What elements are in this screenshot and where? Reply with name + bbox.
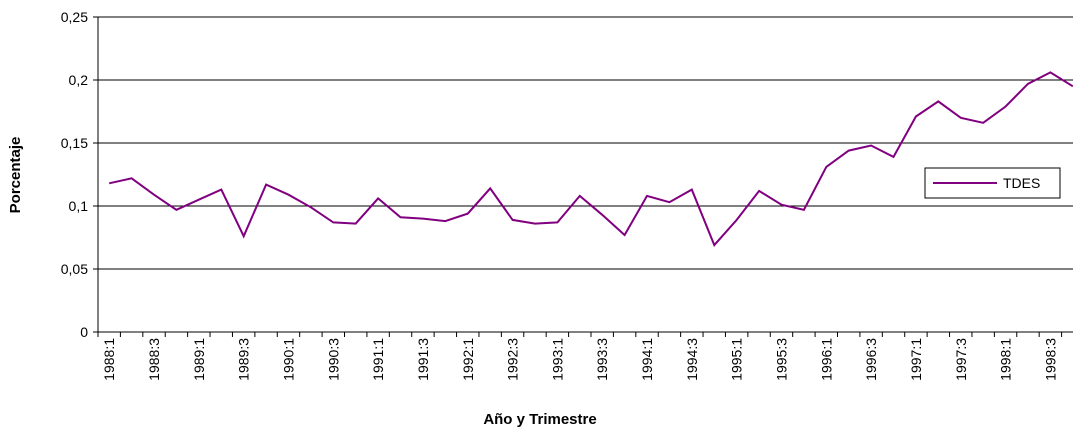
x-tick-label: 1991:1 [370,338,386,381]
legend-label: TDES [1003,175,1040,191]
x-tick-label: 1988:1 [101,338,117,381]
x-tick-label: 1995:3 [773,338,789,381]
x-tick-label: 1993:1 [549,338,565,381]
x-tick-label: 1993:3 [594,338,610,381]
y-tick-label: 0,2 [69,72,89,88]
plot-area [97,16,1073,333]
x-tick-label: 1998:3 [1042,338,1058,381]
y-axis-label: Porcentaje [7,137,24,214]
x-tick-label: 1997:3 [953,338,969,381]
x-tick-label: 1992:3 [505,338,521,381]
y-tick-label: 0 [80,324,88,340]
x-tick-label: 1998:1 [998,338,1014,381]
x-tick-label: 1991:3 [415,338,431,381]
x-tick-label: 1989:3 [236,338,252,381]
x-tick-label: 1990:1 [280,338,296,381]
x-tick-label: 1996:1 [818,338,834,381]
x-axis-label: Año y Trimestre [483,411,596,428]
y-tick-label: 0,25 [61,9,88,25]
x-tick-label: 1994:1 [639,338,655,381]
y-tick-label: 0,15 [61,135,88,151]
x-tick-label: 1997:1 [908,338,924,381]
x-tick-label: 1994:3 [684,338,700,381]
x-tick-label: 1996:3 [863,338,879,381]
y-tick-label: 0,1 [69,198,89,214]
x-tick-label: 1989:1 [191,338,207,381]
y-tick-label: 0,05 [61,261,88,277]
x-tick-label: 1990:3 [325,338,341,381]
x-tick-label: 1988:3 [146,338,162,381]
x-tick-label: 1995:1 [729,338,745,381]
data-line [108,71,1073,247]
x-tick-label: 1992:1 [460,338,476,381]
